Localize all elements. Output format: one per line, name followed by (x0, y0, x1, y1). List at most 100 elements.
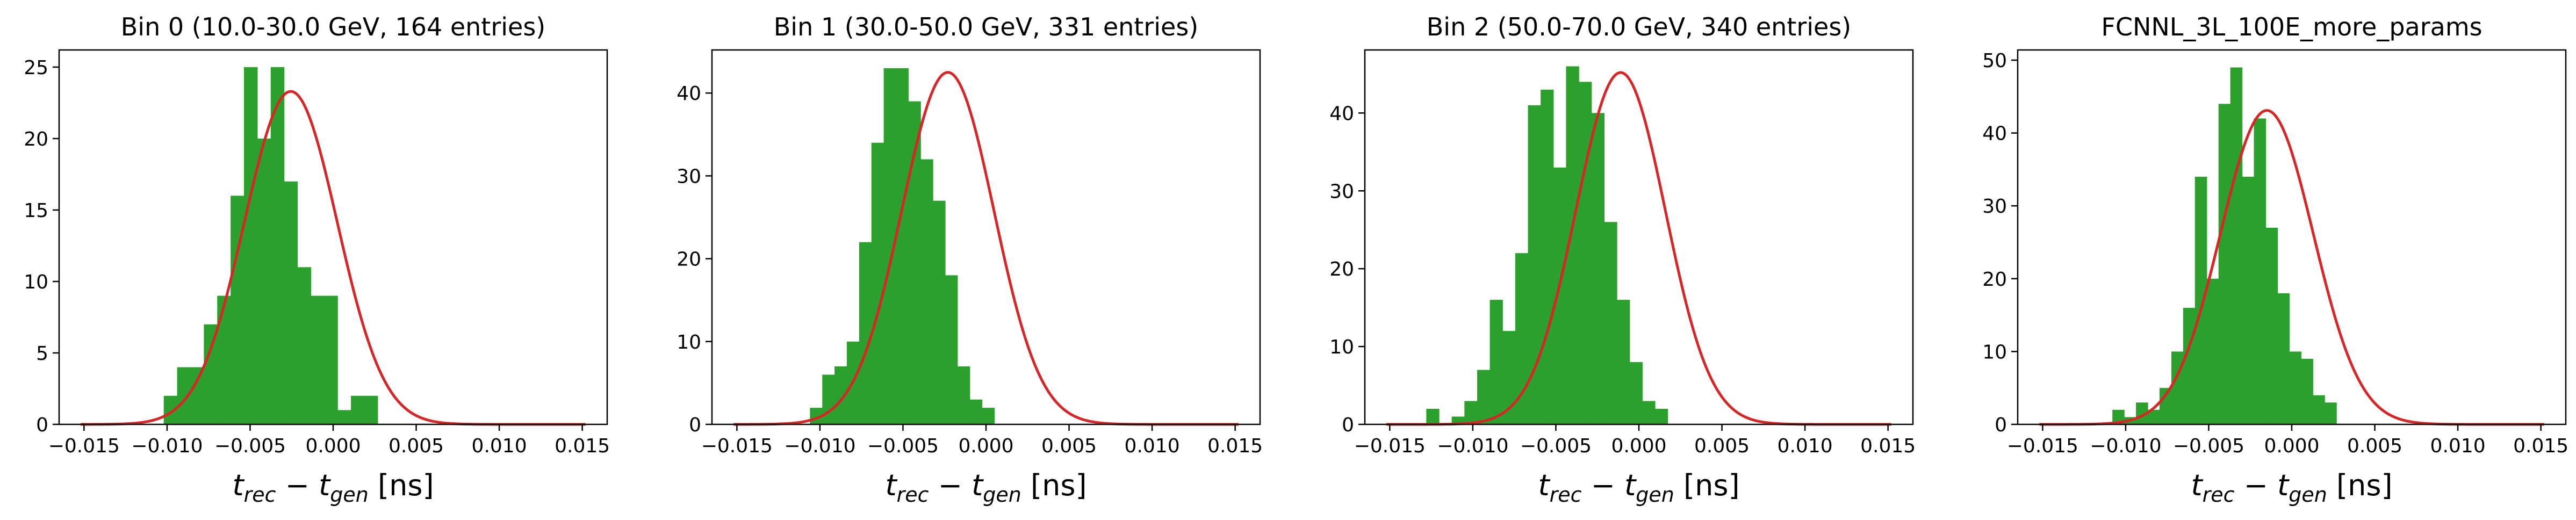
chart-title: Bin 1 (30.0-50.0 GeV, 331 entries) (774, 12, 1199, 41)
histogram-bar (1490, 300, 1503, 424)
x-tick-label: 0.010 (1778, 435, 1833, 457)
histogram-bar (2289, 351, 2301, 424)
x-tick-label: 0.000 (958, 435, 1013, 457)
x-axis-label: trec − tgen [ns] (885, 468, 1086, 507)
histogram-bar (2148, 409, 2160, 424)
histogram-bar (2313, 395, 2325, 424)
histogram-bar (1591, 113, 1604, 424)
histogram-bar (190, 367, 204, 424)
histogram-bar (1541, 89, 1554, 424)
histogram-bar (2265, 227, 2278, 424)
histogram-bar (1502, 331, 1516, 424)
histogram-bar (1426, 409, 1440, 424)
histogram-bar (297, 267, 312, 424)
histogram-bar (1642, 401, 1656, 424)
histogram-bar (1654, 409, 1668, 424)
histogram-bar (969, 399, 983, 424)
y-tick-label: 40 (1329, 103, 1354, 125)
y-tick-label: 0 (1342, 414, 1354, 436)
x-tick-label: 0.010 (472, 435, 527, 457)
x-axis-label: trec − tgen [ns] (232, 468, 434, 507)
histogram-bar (883, 68, 897, 425)
axes-frame (711, 49, 1261, 425)
histogram-bar (1477, 370, 1491, 424)
histogram-bar (2230, 67, 2243, 425)
x-tick-label: −0.005 (1520, 435, 1592, 457)
chart-panel-2: −0.015 −0.010 −0.005 0.000 0.005 0.010 0.015 0 1… (1329, 12, 1916, 507)
chart-title: Bin 0 (10.0-30.0 GeV, 164 entries) (121, 12, 546, 41)
chart-title: Bin 2 (50.0-70.0 GeV, 340 entries) (1427, 12, 1852, 41)
x-axis-label: trec − tgen [ns] (1538, 468, 1739, 507)
histogram-bar (257, 138, 271, 424)
y-tick-label: 30 (1329, 180, 1354, 203)
x-tick-label: −0.015 (2007, 435, 2078, 457)
histogram-bar (2277, 293, 2290, 424)
histogram-bar (2218, 104, 2231, 425)
histogram-bar (2183, 308, 2196, 424)
y-tick-label: 5 (36, 343, 48, 365)
histogram-bar (2206, 278, 2219, 424)
y-tick-label: 50 (1982, 50, 2007, 72)
histogram-bar (908, 101, 921, 425)
x-tick-label: 0.015 (555, 435, 610, 457)
y-tick-label: 15 (24, 200, 48, 222)
histogram-bar (337, 410, 351, 424)
y-tick-label: 30 (677, 165, 701, 187)
x-tick-label: −0.010 (131, 435, 203, 457)
y-tick-label: 20 (24, 128, 48, 150)
histogram-bar (1604, 222, 1617, 424)
histogram-bar (2194, 176, 2207, 424)
x-tick-label: −0.010 (784, 435, 855, 457)
histogram-bar (284, 181, 298, 424)
histogram-bar (2301, 358, 2313, 424)
x-tick-label: 0.005 (1041, 435, 1097, 457)
x-tick-label: 0.015 (1207, 435, 1263, 457)
histogram-bar (244, 67, 258, 425)
chart-panel-3: −0.015 −0.010 −0.005 0.000 0.005 0.010 0.015 0 1… (1982, 12, 2568, 507)
gaussian-fit-curve (733, 71, 1239, 426)
y-tick-label: 0 (1995, 414, 2007, 436)
histogram-bar (351, 395, 365, 424)
y-tick-label: 10 (1329, 336, 1354, 358)
x-tick-label: −0.015 (701, 435, 773, 457)
x-tick-label: −0.015 (1354, 435, 1426, 457)
x-tick-label: −0.010 (2090, 435, 2161, 457)
histogram-bar (2254, 118, 2266, 425)
x-tick-label: 0.015 (1860, 435, 1916, 457)
histogram-bar (1515, 253, 1529, 424)
x-tick-label: 0.005 (2347, 435, 2402, 457)
x-tick-label: 0.000 (305, 435, 361, 457)
histogram-bar (311, 295, 325, 424)
histogram-bar (933, 200, 946, 424)
y-tick-label: 40 (1982, 123, 2007, 145)
y-tick-label: 20 (1329, 258, 1354, 280)
y-tick-label: 20 (677, 249, 701, 271)
chart-title: FCNNL_3L_100E_more_params (2101, 12, 2482, 41)
x-tick-label: −0.005 (867, 435, 939, 457)
histogram-bar (896, 68, 909, 425)
chart-panel-0: −0.015 −0.010 −0.005 0.000 0.005 0.010 0.015 0 5… (24, 12, 610, 507)
y-tick-label: 10 (1982, 341, 2007, 363)
chart-panel-1: −0.015 −0.010 −0.005 0.000 0.005 0.010 0.015 0 1… (677, 12, 1263, 507)
histogram-bar (2325, 402, 2337, 424)
histogram-bar (945, 275, 958, 424)
histogram-bar (364, 395, 378, 424)
histogram-bar (1553, 167, 1567, 424)
histogram-bar (270, 67, 285, 425)
x-tick-label: 0.005 (1694, 435, 1750, 457)
histogram-bar (859, 242, 872, 424)
x-tick-label: 0.005 (388, 435, 444, 457)
histogram-bar (204, 324, 218, 424)
histogram-bar (982, 408, 995, 424)
y-tick-label: 10 (24, 271, 48, 293)
x-tick-label: −0.005 (2173, 435, 2244, 457)
histogram-bar (217, 295, 231, 424)
histogram-bar (1629, 362, 1643, 424)
histogram-bar (1617, 300, 1630, 424)
x-tick-label: 0.015 (2513, 435, 2568, 457)
histogram-bar (1579, 82, 1592, 424)
x-tick-label: 0.010 (2430, 435, 2486, 457)
x-tick-label: −0.010 (1437, 435, 1508, 457)
x-tick-label: 0.000 (2264, 435, 2319, 457)
y-tick-label: 0 (36, 414, 48, 436)
